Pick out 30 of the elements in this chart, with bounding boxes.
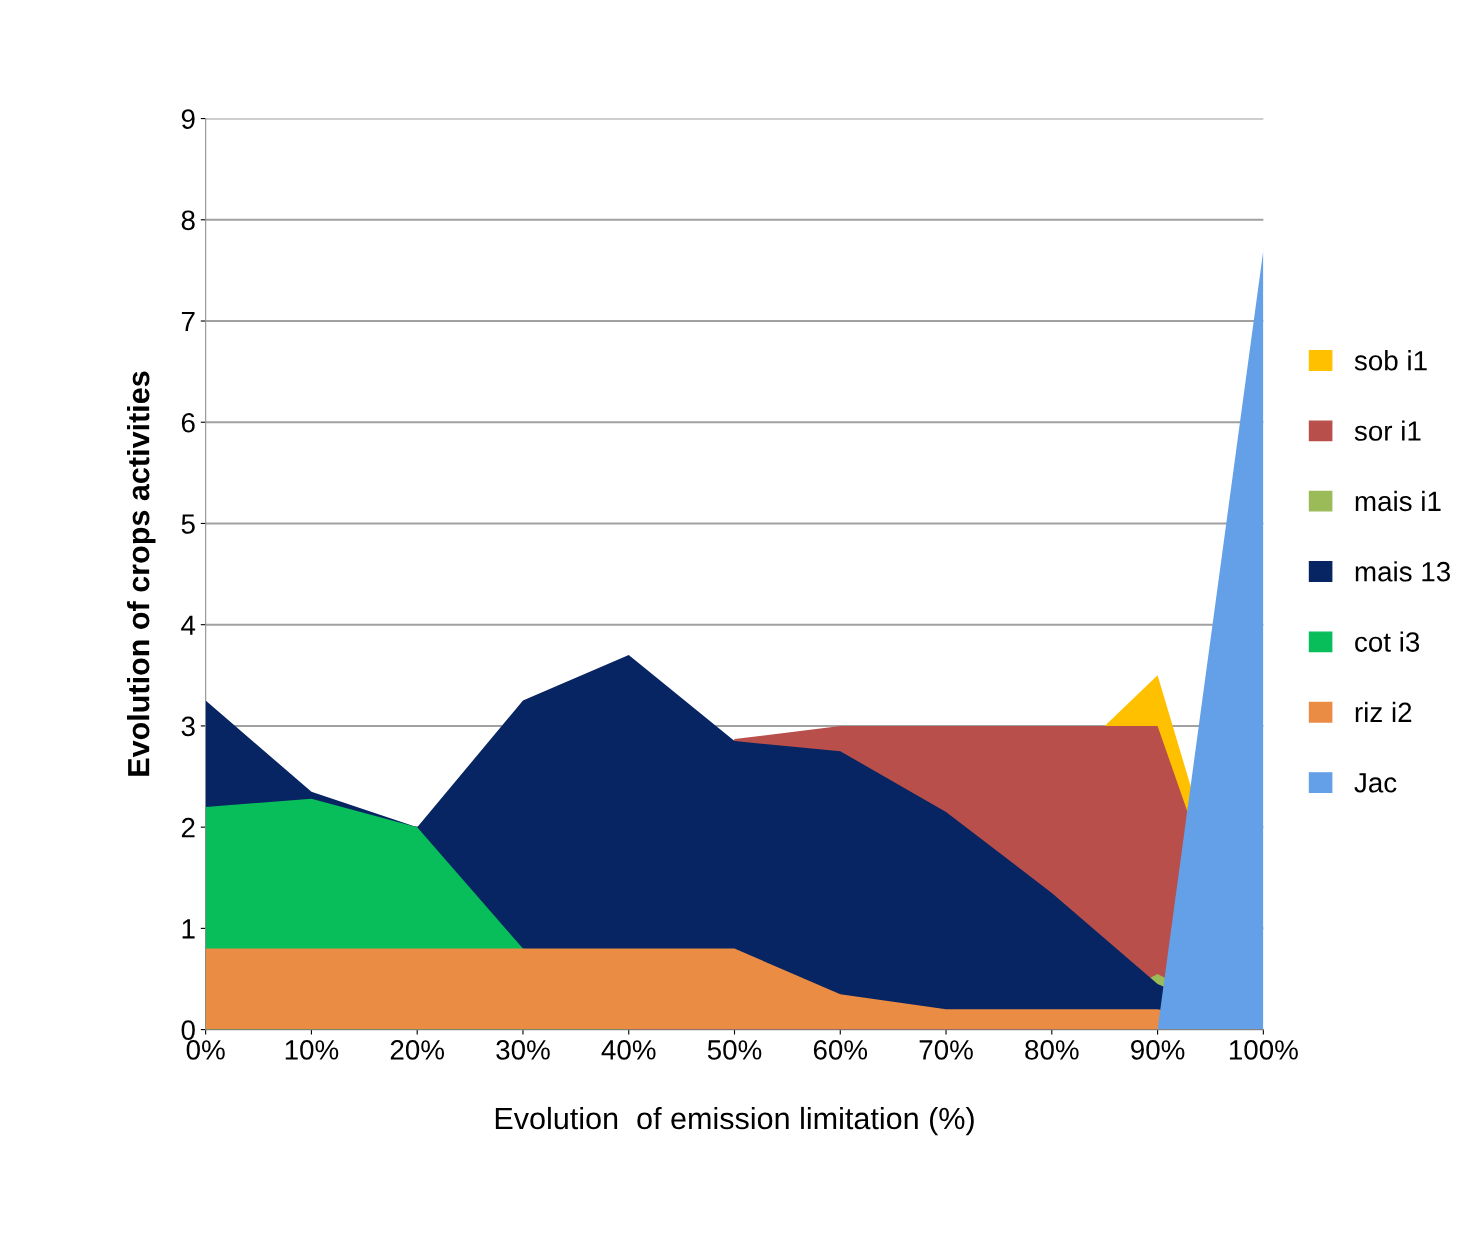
legend-label: mais i1 <box>1355 490 1441 512</box>
legend-label: mais 13 <box>1355 561 1450 582</box>
y-tick-label: 6 <box>181 412 195 433</box>
legend-label: sor i1 <box>1354 420 1421 441</box>
y-tick-label: 9 <box>181 109 195 129</box>
y-tick-label: 2 <box>181 817 195 838</box>
x-tick-label: 100% <box>1229 1040 1298 1060</box>
x-tick-label: 40% <box>601 1040 656 1060</box>
y-tick-label: 7 <box>181 311 195 332</box>
x-tick-label: 30% <box>496 1040 550 1060</box>
x-tick-label: 70% <box>919 1040 973 1060</box>
legend-label: riz i2 <box>1355 701 1412 722</box>
y-tick-label: 0 <box>181 1020 195 1040</box>
x-axis-title: Evolution of emission limitation (%) <box>495 1106 974 1136</box>
legend-label: cot i3 <box>1355 631 1420 652</box>
x-tick-label: 50% <box>707 1040 762 1060</box>
x-tick-label: 80% <box>1025 1040 1079 1060</box>
x-tick-label: 90% <box>1131 1040 1185 1060</box>
y-tick-label: 5 <box>181 514 195 534</box>
x-tick-label: 20% <box>390 1040 445 1060</box>
x-tick-label: 0% <box>186 1040 225 1060</box>
x-tick-label: 60% <box>813 1040 868 1060</box>
x-tick-label: 10% <box>285 1040 339 1060</box>
y-tick-label: 3 <box>181 716 195 737</box>
y-tick-label: 1 <box>182 919 195 939</box>
legend-label: sob i1 <box>1354 350 1427 371</box>
legend-label: Jac <box>1354 773 1397 793</box>
y-tick-label: 4 <box>181 615 196 635</box>
y-axis-title: Evolution of crops activities <box>127 371 156 776</box>
y-tick-label: 8 <box>181 210 195 231</box>
